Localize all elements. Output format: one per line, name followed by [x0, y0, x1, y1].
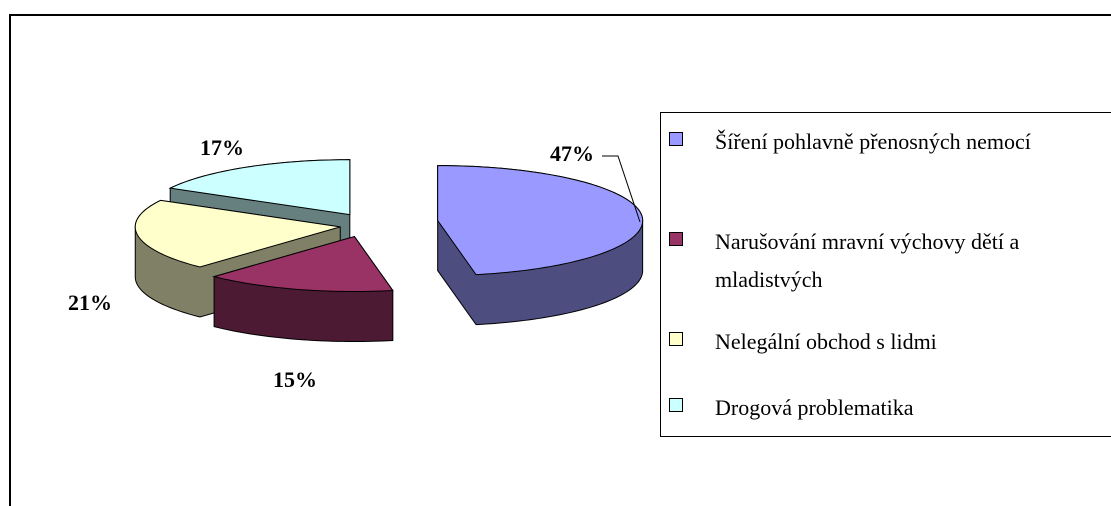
legend-label: Šíření pohlavně přenosných nemocí	[715, 129, 1031, 154]
legend-swatch	[669, 232, 683, 246]
legend-swatch	[669, 398, 683, 412]
chart-frame	[9, 14, 1111, 506]
slice	[212, 235, 394, 293]
leader-line	[602, 155, 641, 223]
legend-label: Drogová problematika	[715, 395, 914, 420]
data-label: 15%	[273, 367, 317, 392]
slice	[134, 199, 341, 268]
legend-swatch	[669, 132, 683, 146]
data-label: 17%	[200, 135, 244, 160]
slice	[437, 165, 644, 276]
legend-label: Narušování mravní výchovy dětí a mladist…	[715, 229, 1020, 292]
legend-swatch	[669, 332, 683, 346]
data-label: 21%	[68, 290, 112, 315]
legend-label: Nelegální obchod s lidmi	[715, 329, 937, 354]
slice	[168, 159, 351, 216]
legend: Šíření pohlavně přenosných nemocí Narušov…	[660, 112, 1111, 437]
data-label: 47%	[550, 141, 594, 166]
